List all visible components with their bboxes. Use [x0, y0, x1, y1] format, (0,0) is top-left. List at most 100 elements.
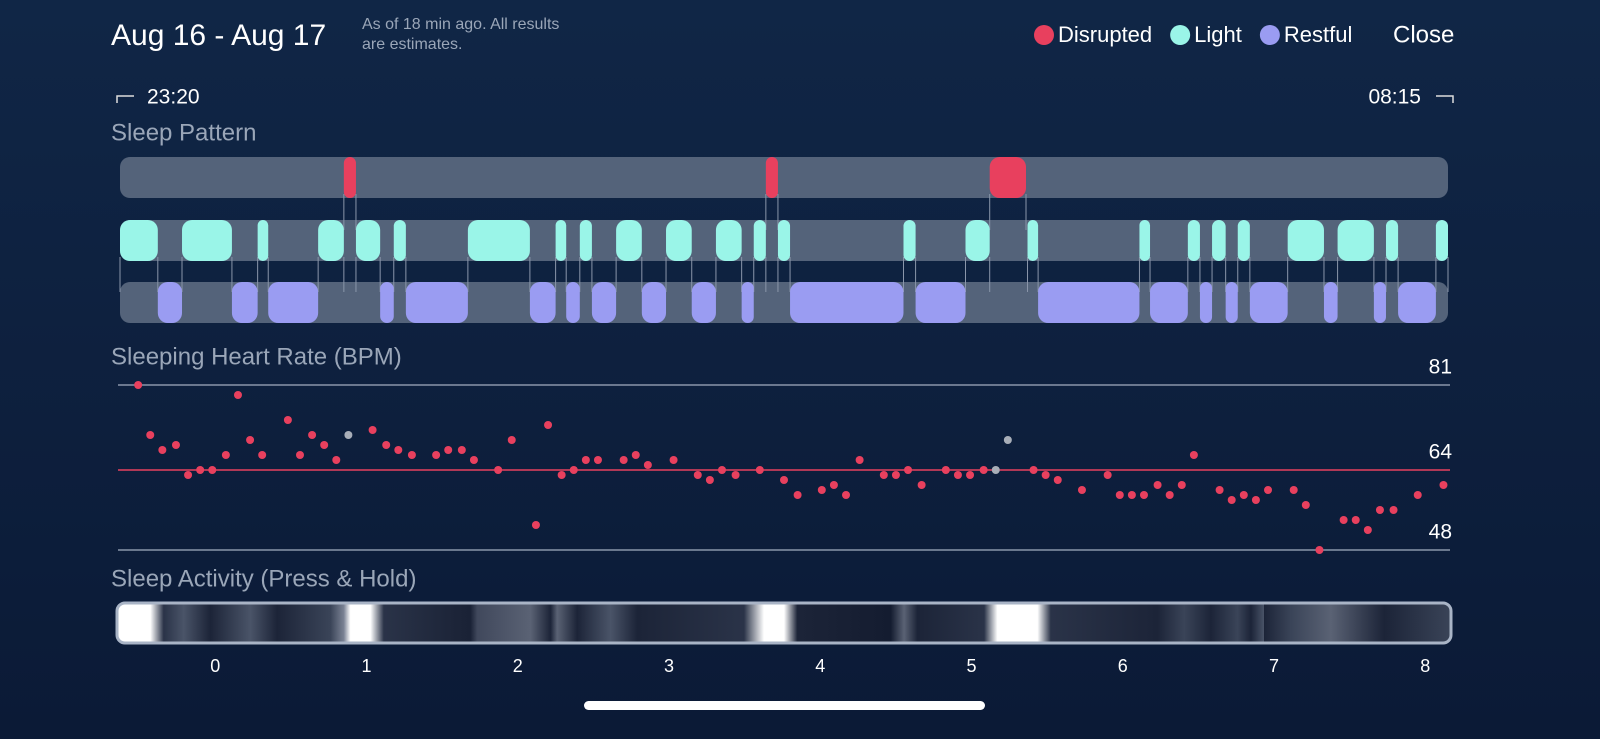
sleep-segment — [765, 157, 778, 198]
heart-rate-point — [1127, 491, 1136, 499]
heart-rate-point — [457, 446, 466, 454]
sleep-segment — [257, 220, 269, 261]
heart-rate-point — [1351, 516, 1360, 524]
sleep-segment — [231, 282, 258, 323]
heart-rate-point — [891, 471, 900, 479]
y-tick-label: 81 — [1429, 356, 1452, 379]
end-time: 08:15 — [1368, 86, 1421, 109]
legend-dot — [1034, 25, 1054, 45]
sleep-segment — [753, 220, 766, 261]
end-bracket — [1436, 95, 1454, 103]
average-label: 64 — [1429, 441, 1453, 464]
legend-label: Light — [1194, 22, 1242, 47]
heart-rate-point — [793, 491, 802, 499]
note-line: are estimates. — [362, 36, 462, 53]
heart-rate-point — [258, 451, 267, 459]
section-title: Sleep Pattern — [111, 119, 256, 146]
sleep-segment — [1373, 282, 1386, 323]
heart-rate-point — [917, 481, 926, 489]
x-tick-label: 6 — [1118, 656, 1128, 676]
sleep-segment — [1337, 220, 1374, 261]
heart-rate-point — [171, 441, 180, 449]
sleep-segment — [467, 220, 530, 261]
sleep-segment — [1038, 282, 1140, 323]
sleep-segment — [380, 282, 394, 323]
heart-rate-point — [1375, 506, 1384, 514]
heart-rate-point — [1363, 526, 1372, 534]
sleep-segment — [157, 282, 183, 323]
heart-rate-point — [941, 466, 950, 474]
sleep-segment — [1287, 220, 1324, 261]
heart-rate-point — [842, 491, 851, 499]
section-title: Sleep Activity (Press & Hold) — [111, 565, 416, 592]
heart-rate-point — [407, 451, 416, 459]
heart-rate-point — [1177, 481, 1186, 489]
sleep-segment — [1150, 282, 1188, 323]
heart-rate-point — [1227, 496, 1236, 504]
sleep-segment — [616, 220, 642, 261]
heart-rate-point — [581, 456, 590, 464]
heart-rate-point — [531, 521, 540, 529]
heart-rate-point — [1077, 486, 1086, 494]
heart-rate-point — [507, 436, 516, 444]
heart-rate-point — [904, 466, 913, 474]
sleep-segment — [1027, 220, 1039, 261]
heart-rate-point — [593, 456, 602, 464]
heart-rate-point — [1103, 471, 1112, 479]
sleep-segment — [691, 282, 716, 323]
heart-rate-point — [344, 431, 353, 439]
heart-rate-point — [693, 471, 702, 479]
sleep-segment — [566, 282, 580, 323]
sleep-segment — [1139, 220, 1151, 261]
heart-rate-point — [755, 466, 764, 474]
heart-rate-point — [855, 456, 864, 464]
sleep-segment — [1323, 282, 1338, 323]
heart-rate-point — [991, 466, 1000, 474]
sleep-segment — [915, 282, 966, 323]
legend-dot — [1170, 25, 1191, 45]
heart-rate-point — [669, 456, 678, 464]
heart-rate-point — [979, 466, 988, 474]
close-button[interactable]: Close — [1393, 21, 1454, 48]
activity-bar[interactable] — [115, 601, 1453, 645]
heart-rate-point — [879, 471, 888, 479]
sleep-segment — [1237, 220, 1250, 261]
sleep-segment — [579, 220, 592, 261]
x-tick-label: 3 — [664, 656, 674, 676]
sleep-segment — [641, 282, 667, 323]
sleep-segment — [965, 220, 990, 261]
heart-rate-point — [494, 466, 503, 474]
heart-rate-point — [1189, 451, 1198, 459]
sleep-segment — [120, 220, 158, 261]
heart-rate-point — [382, 441, 391, 449]
sleep-segment — [777, 220, 791, 261]
sleep-segment — [1385, 220, 1399, 261]
heart-rate-point — [283, 416, 292, 424]
sleep-segment — [268, 282, 319, 323]
heart-rate-point — [134, 381, 143, 389]
heart-rate-point — [557, 471, 566, 479]
heart-rate-point — [394, 446, 403, 454]
sleep-segment — [903, 220, 916, 261]
legend-label: Disrupted — [1058, 22, 1152, 47]
sleep-segment — [318, 220, 344, 261]
start-bracket — [116, 95, 134, 103]
x-tick-label: 5 — [967, 656, 977, 676]
sleep-segment — [591, 282, 617, 323]
heart-rate-point — [368, 426, 377, 434]
heart-rate-point — [780, 476, 788, 484]
sleep-segment — [1435, 220, 1448, 261]
heart-rate-point — [1413, 491, 1422, 499]
note-line: As of 18 min ago. All results — [362, 16, 559, 33]
heart-rate-point — [1053, 476, 1062, 484]
heart-rate-point — [1115, 491, 1124, 499]
heart-rate-point — [233, 391, 242, 399]
heart-rate-point — [1215, 486, 1224, 494]
heart-rate-point — [1389, 506, 1398, 514]
sleep-segment — [182, 220, 232, 261]
sleep-segment — [790, 282, 904, 323]
heart-rate-point — [643, 461, 652, 469]
sleep-segment — [393, 220, 406, 261]
